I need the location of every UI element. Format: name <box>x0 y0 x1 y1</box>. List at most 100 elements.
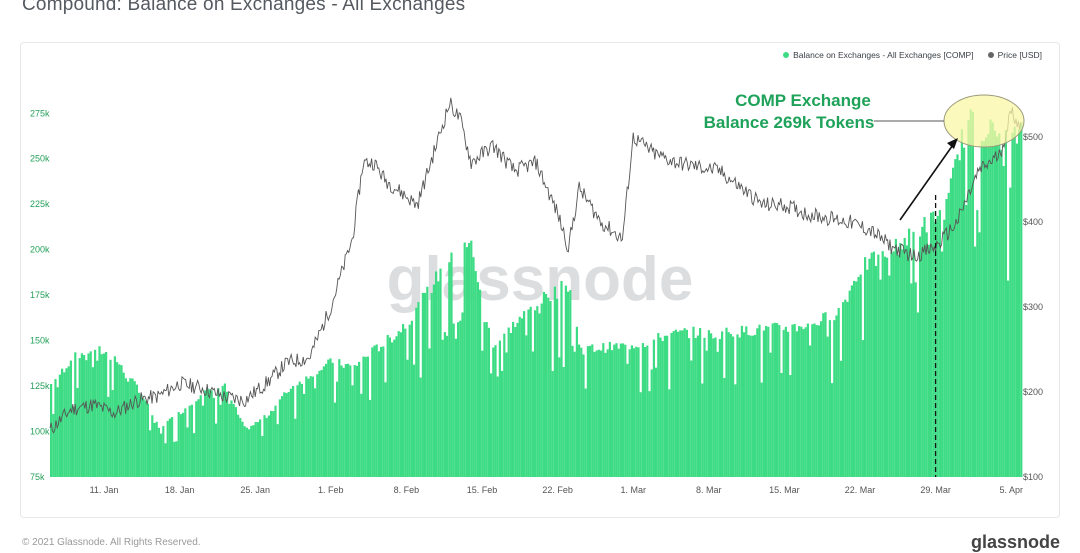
x-tick-label: 25. Jan <box>240 485 270 495</box>
balance-bar <box>160 433 163 477</box>
balance-bar <box>419 377 422 477</box>
balance-bar <box>646 345 649 477</box>
balance-bar <box>421 292 424 477</box>
balance-bar <box>971 111 974 477</box>
balance-bar <box>857 276 860 477</box>
balance-bar <box>230 400 233 477</box>
balance-bar <box>435 271 438 477</box>
copyright-text: © 2021 Glassnode. All Rights Reserved. <box>22 537 201 548</box>
balance-bar <box>690 360 693 477</box>
balance-bar <box>855 281 858 477</box>
balance-bar <box>569 290 572 477</box>
balance-bar <box>89 351 92 477</box>
balance-bar <box>582 354 585 477</box>
balance-bar <box>516 322 519 477</box>
balance-bar <box>276 424 279 477</box>
balance-bar <box>952 167 955 477</box>
balance-bar <box>294 418 297 477</box>
balance-bar <box>162 426 165 477</box>
balance-bar <box>380 346 383 477</box>
brand-logo[interactable]: glassnode <box>970 532 1060 552</box>
balance-bar <box>221 385 224 477</box>
balance-bar <box>811 324 814 477</box>
balance-bar <box>668 389 671 477</box>
balance-bar <box>844 299 847 477</box>
balance-bar <box>215 423 218 477</box>
balance-bar <box>430 292 433 477</box>
balance-bar <box>967 120 970 478</box>
y-left-tick-label: 75k <box>30 472 45 482</box>
balance-bar <box>362 356 365 477</box>
balance-bar <box>155 421 158 477</box>
balance-bar <box>725 327 728 477</box>
balance-bar <box>685 329 688 477</box>
balance-bar <box>243 426 246 477</box>
balance-bar <box>212 397 215 477</box>
balance-bar <box>613 344 616 477</box>
balance-bar <box>371 347 374 477</box>
balance-bar <box>888 275 891 477</box>
balance-bar <box>956 154 959 477</box>
x-tick-label: 15. Feb <box>467 485 498 495</box>
balance-bar <box>349 365 352 477</box>
balance-bar <box>993 130 996 477</box>
balance-bar <box>184 408 187 477</box>
balance-bar <box>65 368 68 477</box>
balance-bar <box>817 325 820 477</box>
balance-bar <box>320 369 323 477</box>
balance-bar <box>428 348 431 477</box>
balance-bar <box>710 333 713 477</box>
balance-bar <box>908 228 911 477</box>
balance-bar <box>615 343 618 477</box>
balance-bar <box>120 365 123 477</box>
balance-bar <box>549 301 552 477</box>
balance-bar <box>545 293 548 477</box>
balance-bar <box>850 285 853 477</box>
balance-bar <box>127 381 130 477</box>
balance-bar <box>78 358 81 477</box>
balance-bar <box>303 393 306 477</box>
balance-bar <box>637 347 640 477</box>
balance-bar <box>529 306 532 477</box>
balance-bar <box>949 178 952 477</box>
balance-bar <box>327 359 330 477</box>
balance-bar <box>206 388 209 477</box>
balance-bar <box>102 353 105 477</box>
balance-bar <box>175 441 178 477</box>
legend-item-balance[interactable]: Balance on Exchanges - All Exchanges [CO… <box>783 50 974 60</box>
balance-bar <box>595 350 598 477</box>
y-axis-left: 75k 100k 125k 150k 175k 200k 225k 250k 275k <box>30 108 50 482</box>
price-line-group <box>49 97 1022 477</box>
balance-bar <box>450 252 453 477</box>
y-right-tick-label: $500 <box>1023 132 1043 142</box>
balance-bar <box>815 325 818 477</box>
legend-item-price[interactable]: Price [USD] <box>987 50 1042 60</box>
x-tick-label: 22. Feb <box>542 485 573 495</box>
y-left-tick-label: 225k <box>30 199 50 209</box>
balance-bar <box>382 346 385 477</box>
balance-bar <box>63 372 66 477</box>
balance-bar <box>116 362 119 477</box>
balance-bar <box>487 327 490 477</box>
balance-bar <box>699 328 702 477</box>
balance-bar <box>789 375 792 477</box>
balance-bar <box>157 427 160 477</box>
balance-bar <box>272 411 275 477</box>
balance-bar <box>727 332 730 477</box>
balance-bar <box>910 283 913 477</box>
balance-bar <box>204 390 207 477</box>
balance-bar <box>714 337 717 477</box>
balance-bar <box>94 349 97 477</box>
balance-bar <box>344 364 347 477</box>
balance-bar <box>571 345 574 477</box>
balance-bar <box>377 351 380 477</box>
balance-bar <box>228 403 231 477</box>
balance-bar <box>338 359 341 477</box>
balance-bar <box>331 362 334 477</box>
balance-bar <box>809 345 812 477</box>
balance-bar <box>164 443 167 477</box>
balance-bar <box>639 392 642 477</box>
balance-bar <box>151 415 154 477</box>
balance-bar <box>523 311 526 477</box>
balance-bar <box>998 133 1001 478</box>
